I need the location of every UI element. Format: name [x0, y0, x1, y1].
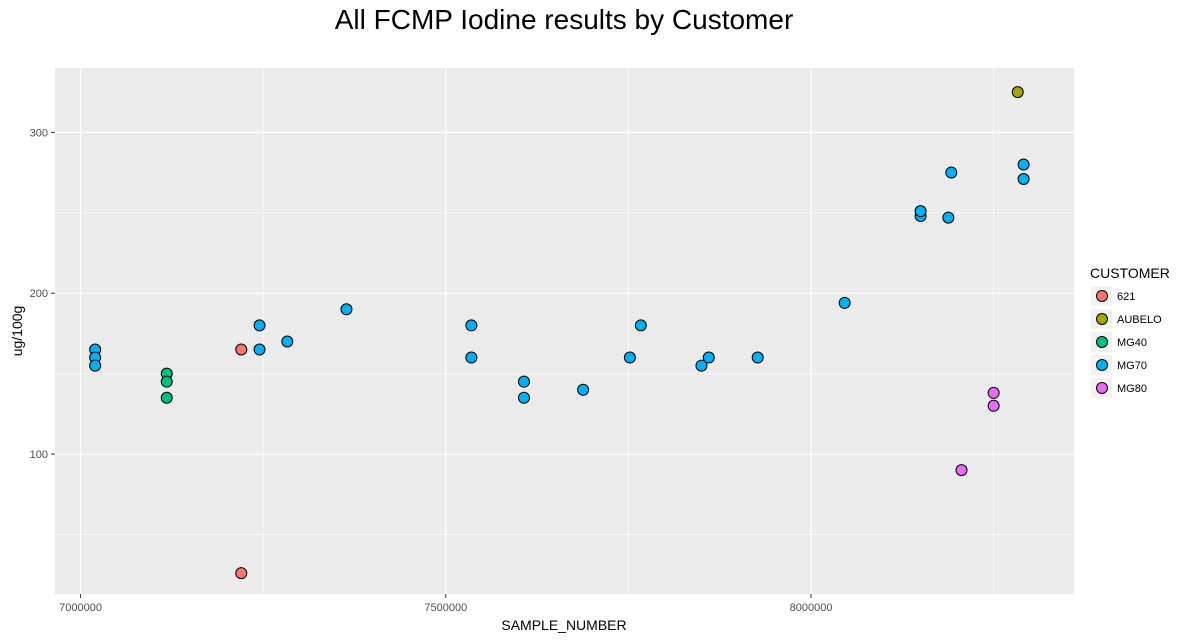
legend-title: CUSTOMER — [1090, 265, 1170, 281]
legend-label: MG70 — [1117, 360, 1147, 372]
major-grid — [55, 68, 1074, 594]
data-point — [465, 319, 478, 332]
legend-key — [1096, 290, 1108, 302]
data-point — [160, 375, 173, 388]
data-point — [914, 205, 927, 218]
data-point — [465, 351, 478, 364]
data-point — [695, 359, 708, 372]
x-tick-label: 8000000 — [790, 602, 833, 614]
y-tick-label: 300 — [30, 127, 48, 139]
legend-key — [1096, 336, 1108, 348]
data-point — [623, 351, 636, 364]
legend-key — [1096, 313, 1108, 325]
y-axis-title: ug/100g — [9, 306, 25, 357]
legend-label: MG80 — [1117, 383, 1147, 395]
data-point — [235, 567, 248, 580]
data-points — [89, 86, 1030, 580]
data-point — [955, 464, 968, 477]
data-point — [235, 343, 248, 356]
data-point — [253, 343, 266, 356]
x-tick-label: 7000000 — [59, 602, 102, 614]
x-tick-label: 7500000 — [424, 602, 467, 614]
data-point — [751, 351, 764, 364]
x-axis: 7000000 7500000 8000000 — [59, 594, 832, 614]
data-point — [634, 319, 647, 332]
data-point — [517, 375, 530, 388]
y-axis: 100 200 300 — [30, 127, 55, 461]
legend-label: MG40 — [1117, 337, 1147, 349]
y-tick-label: 100 — [30, 449, 48, 461]
data-point — [1017, 172, 1030, 185]
x-axis-title: SAMPLE_NUMBER — [501, 617, 626, 633]
y-tick-label: 200 — [30, 288, 48, 300]
data-point — [281, 335, 294, 348]
data-point — [838, 296, 851, 309]
data-point — [945, 166, 958, 179]
data-point — [577, 383, 590, 396]
data-point — [160, 391, 173, 404]
data-point — [942, 211, 955, 224]
data-point — [517, 391, 530, 404]
minor-grid — [55, 68, 1074, 594]
data-point — [89, 359, 102, 372]
chart-title: All FCMP Iodine results by Customer — [335, 4, 794, 35]
data-point — [987, 399, 1000, 412]
plot-panel — [55, 68, 1074, 594]
data-point — [702, 351, 715, 364]
data-point — [340, 303, 353, 316]
data-point — [1017, 158, 1030, 171]
legend-key — [1096, 382, 1108, 394]
legend-label: AUBELO — [1117, 314, 1162, 326]
data-point — [987, 386, 1000, 399]
legend-key — [1096, 359, 1108, 371]
data-point — [1011, 86, 1024, 99]
data-point — [253, 319, 266, 332]
legend: CUSTOMER 621 AUBELO MG40 MG70 MG80 — [1090, 265, 1170, 398]
legend-label: 621 — [1117, 291, 1135, 303]
